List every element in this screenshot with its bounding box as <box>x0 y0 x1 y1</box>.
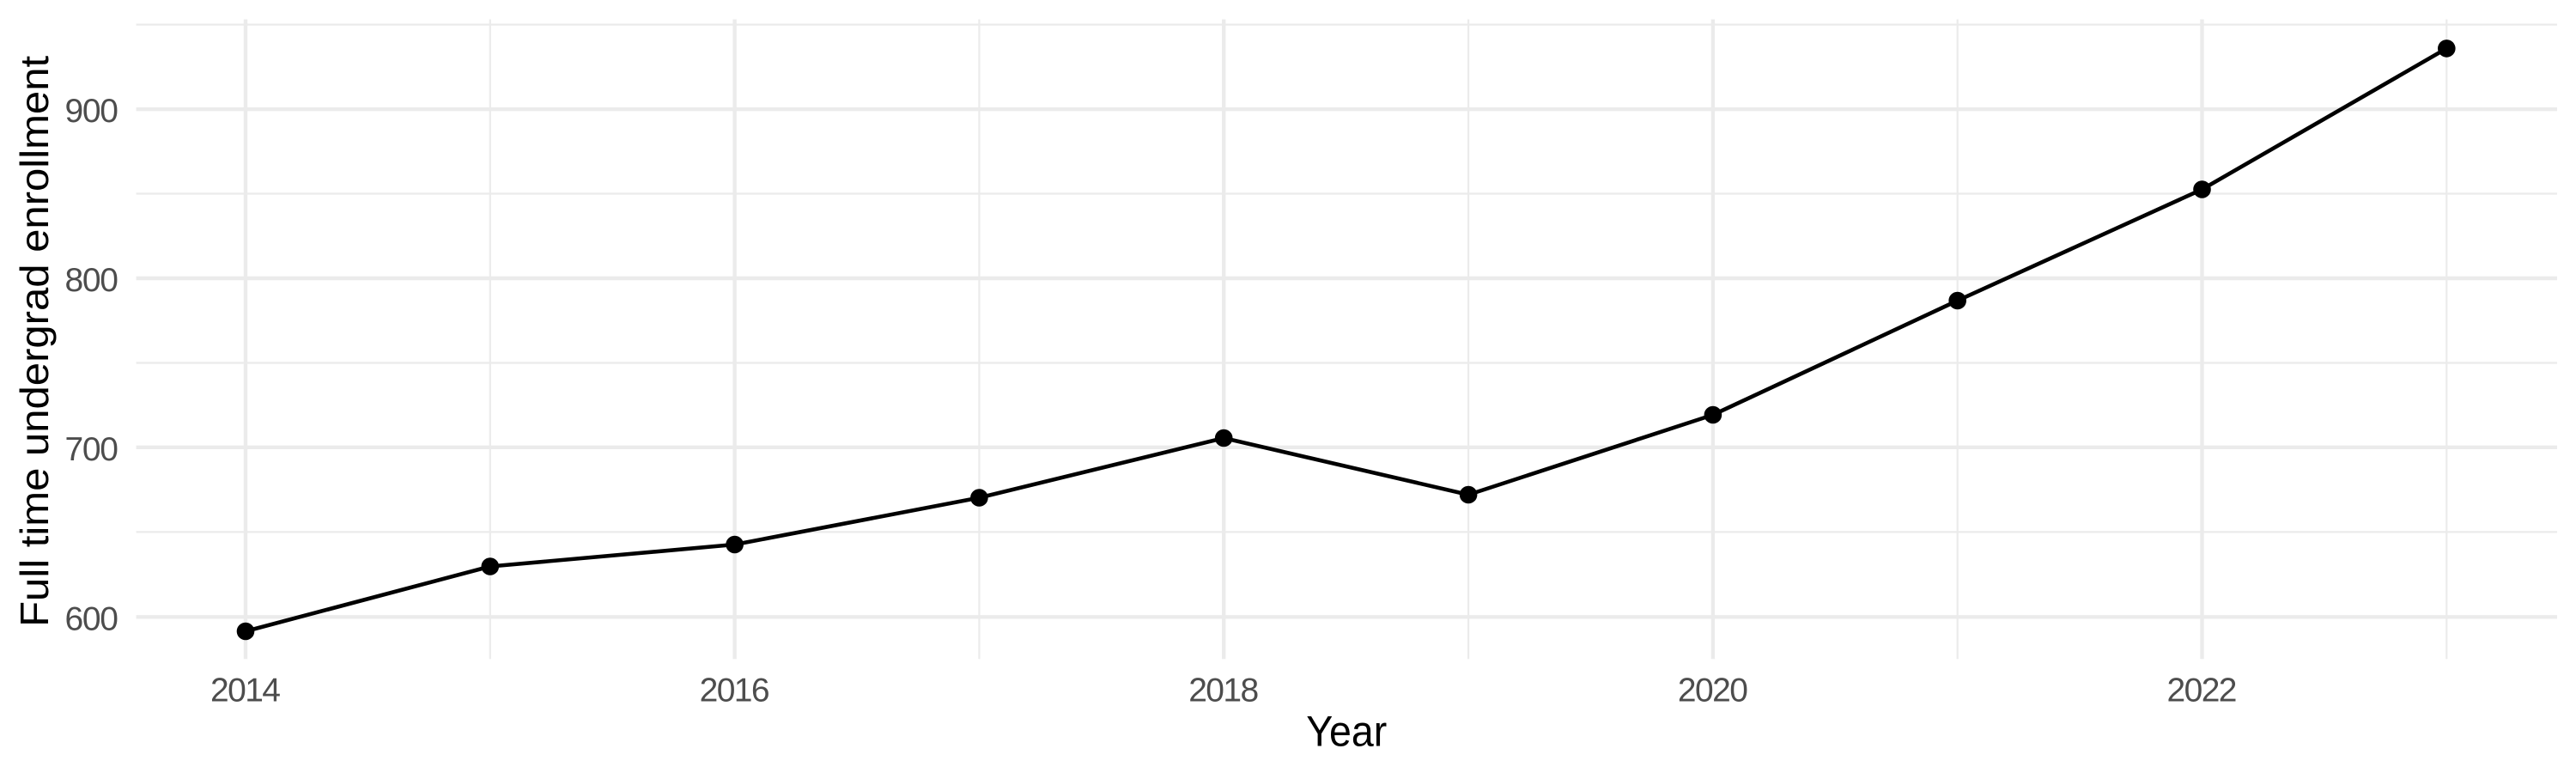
svg-text:600: 600 <box>65 600 119 637</box>
svg-text:Year: Year <box>1306 708 1387 756</box>
svg-text:2022: 2022 <box>2167 673 2238 709</box>
svg-text:800: 800 <box>65 262 119 299</box>
svg-text:2018: 2018 <box>1188 673 1259 709</box>
svg-text:2014: 2014 <box>210 673 281 709</box>
svg-text:700: 700 <box>65 431 119 468</box>
svg-text:Full time undergrad enrollment: Full time undergrad enrollment <box>12 56 57 627</box>
svg-text:900: 900 <box>65 93 119 130</box>
svg-text:2016: 2016 <box>700 673 770 709</box>
svg-text:2020: 2020 <box>1678 673 1748 709</box>
